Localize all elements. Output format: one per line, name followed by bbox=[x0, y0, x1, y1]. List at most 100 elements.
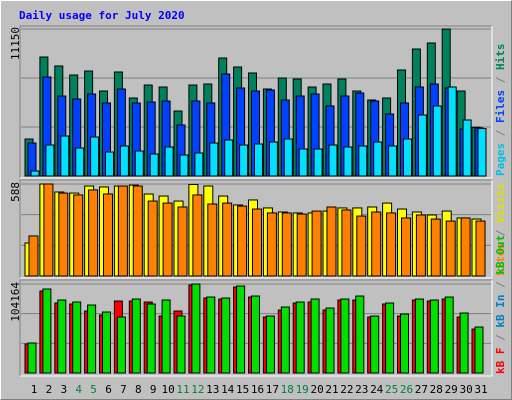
bar bbox=[432, 105, 442, 177]
x-tick-label: 29 bbox=[445, 383, 458, 396]
bar bbox=[132, 185, 143, 277]
bar bbox=[358, 145, 368, 177]
bar bbox=[328, 144, 338, 177]
bar bbox=[162, 202, 173, 277]
bar bbox=[460, 217, 471, 277]
bar bbox=[313, 148, 323, 177]
x-tick-label: 24 bbox=[370, 383, 384, 396]
bar bbox=[221, 297, 231, 374]
x-tick-label: 27 bbox=[415, 383, 428, 396]
bar bbox=[403, 138, 412, 177]
bar bbox=[355, 295, 365, 374]
bar bbox=[251, 295, 260, 374]
bar bbox=[415, 214, 426, 277]
x-tick-label: 15 bbox=[236, 383, 249, 396]
x-tick-label: 22 bbox=[340, 383, 353, 396]
bar bbox=[386, 212, 397, 277]
bar bbox=[414, 298, 424, 374]
bar bbox=[281, 212, 292, 277]
bar bbox=[149, 153, 159, 177]
bar bbox=[236, 285, 246, 374]
bar bbox=[370, 315, 380, 374]
bar bbox=[445, 220, 456, 277]
bar bbox=[161, 299, 171, 374]
bar bbox=[266, 212, 277, 277]
bar bbox=[280, 306, 290, 374]
bar bbox=[192, 194, 203, 277]
bar bbox=[179, 154, 189, 177]
y-tick-label: 588 bbox=[9, 182, 22, 202]
bar bbox=[88, 189, 99, 277]
bar bbox=[239, 144, 249, 177]
bar bbox=[475, 220, 486, 277]
bar bbox=[191, 283, 201, 374]
bar bbox=[385, 302, 395, 374]
x-tick-label: 17 bbox=[266, 383, 279, 396]
bar bbox=[103, 193, 113, 277]
bar bbox=[102, 311, 111, 374]
x-tick-label: 25 bbox=[385, 383, 398, 396]
bar bbox=[206, 296, 216, 374]
bar bbox=[283, 138, 293, 177]
bar bbox=[400, 313, 409, 374]
bar bbox=[42, 288, 52, 374]
bar bbox=[43, 183, 54, 277]
bar bbox=[131, 298, 141, 374]
bar bbox=[119, 145, 129, 177]
bar bbox=[58, 192, 69, 277]
panel-bevel-light bbox=[20, 280, 493, 377]
x-tick-label: 16 bbox=[251, 383, 264, 396]
legend-entry: Sites bbox=[494, 243, 507, 276]
bar bbox=[401, 217, 411, 277]
panel-bevel-dark bbox=[19, 279, 492, 376]
x-tick-label: 26 bbox=[400, 383, 413, 396]
bar bbox=[45, 144, 55, 177]
x-tick-label: 2 bbox=[46, 383, 53, 396]
legend: Pages / Files / Hits bbox=[494, 44, 507, 177]
bar bbox=[444, 296, 454, 374]
x-tick-label: 1 bbox=[31, 383, 38, 396]
bar bbox=[254, 143, 263, 177]
x-tick-label: 28 bbox=[430, 383, 443, 396]
bar bbox=[224, 139, 234, 177]
bar bbox=[164, 146, 174, 177]
bar bbox=[417, 114, 427, 177]
bar bbox=[268, 141, 278, 177]
legend-entry: kB Out bbox=[494, 235, 507, 275]
x-tick-label: 7 bbox=[120, 383, 127, 396]
legend: kB F / kB In / kB Out bbox=[494, 235, 507, 374]
bar bbox=[462, 119, 472, 177]
bar bbox=[310, 298, 320, 374]
legend-entry: Visits bbox=[494, 183, 507, 223]
bar bbox=[209, 142, 219, 177]
x-tick-label: 19 bbox=[296, 383, 309, 396]
bar bbox=[177, 206, 188, 277]
bar bbox=[311, 210, 322, 277]
x-tick-label: 20 bbox=[310, 383, 323, 396]
bar bbox=[388, 145, 398, 177]
bar bbox=[87, 304, 97, 374]
bar bbox=[429, 299, 439, 374]
bar bbox=[298, 148, 308, 177]
bar bbox=[105, 151, 114, 177]
x-tick-label: 4 bbox=[75, 383, 82, 396]
bar bbox=[146, 303, 156, 374]
bar bbox=[477, 128, 487, 177]
x-tick-label: 8 bbox=[135, 383, 142, 396]
bar bbox=[75, 147, 85, 177]
y-tick-label: 104164 bbox=[9, 282, 22, 322]
bar bbox=[73, 194, 84, 277]
bar bbox=[176, 315, 186, 374]
x-tick-label: 5 bbox=[90, 383, 97, 396]
bar bbox=[117, 185, 128, 277]
bar bbox=[252, 208, 262, 277]
panel-bevel-dark bbox=[19, 25, 492, 178]
bar bbox=[474, 326, 484, 374]
bar bbox=[341, 209, 352, 277]
bar bbox=[430, 218, 441, 277]
bar bbox=[296, 213, 307, 277]
x-tick-label: 13 bbox=[206, 383, 219, 396]
bar bbox=[207, 203, 218, 277]
